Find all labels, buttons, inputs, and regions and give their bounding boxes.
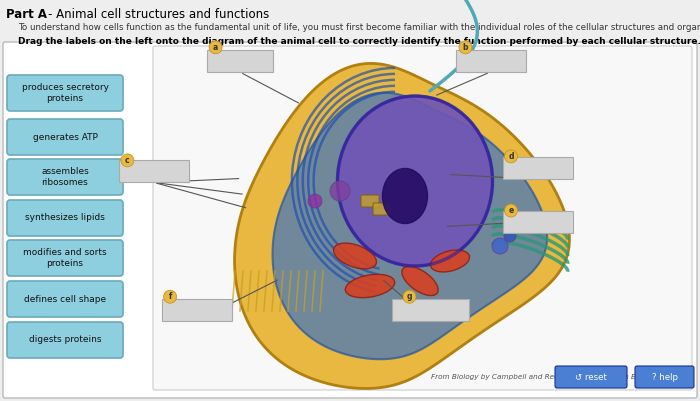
Ellipse shape [382, 168, 428, 223]
Ellipse shape [430, 250, 470, 272]
Text: d: d [508, 152, 514, 161]
Text: From Biology by Campbell and Reece © 2008 Pearson Education, Inc.: From Biology by Campbell and Reece © 200… [431, 373, 685, 380]
Text: synthesizes lipids: synthesizes lipids [25, 213, 105, 223]
FancyBboxPatch shape [635, 366, 694, 388]
Ellipse shape [333, 243, 377, 269]
Text: g: g [407, 292, 412, 301]
Text: To understand how cells function as the fundamental unit of life, you must first: To understand how cells function as the … [18, 23, 700, 32]
Ellipse shape [121, 154, 134, 167]
Text: modifies and sorts
proteins: modifies and sorts proteins [23, 248, 107, 268]
Ellipse shape [308, 194, 322, 208]
Text: produces secretory
proteins: produces secretory proteins [22, 83, 108, 103]
Ellipse shape [402, 266, 438, 296]
FancyBboxPatch shape [392, 299, 469, 321]
Ellipse shape [504, 230, 516, 242]
FancyBboxPatch shape [555, 366, 627, 388]
Ellipse shape [345, 274, 395, 298]
FancyBboxPatch shape [7, 75, 123, 111]
Text: e: e [508, 206, 514, 215]
Ellipse shape [505, 150, 517, 163]
Text: Drag the labels on the left onto the diagram of the animal cell to correctly ide: Drag the labels on the left onto the dia… [18, 37, 700, 46]
Ellipse shape [459, 41, 472, 54]
Text: ↺ reset: ↺ reset [575, 373, 607, 381]
FancyBboxPatch shape [503, 211, 573, 233]
FancyBboxPatch shape [373, 203, 391, 215]
FancyBboxPatch shape [361, 195, 379, 207]
FancyBboxPatch shape [7, 281, 123, 317]
FancyBboxPatch shape [3, 42, 697, 398]
FancyBboxPatch shape [456, 50, 526, 72]
FancyBboxPatch shape [119, 160, 189, 182]
Polygon shape [234, 63, 569, 389]
Text: b: b [463, 43, 468, 52]
FancyBboxPatch shape [7, 200, 123, 236]
Ellipse shape [337, 96, 493, 266]
FancyBboxPatch shape [7, 159, 123, 195]
Text: a: a [213, 43, 218, 52]
Text: Part A: Part A [6, 8, 47, 21]
Ellipse shape [209, 41, 222, 54]
FancyBboxPatch shape [206, 50, 273, 72]
Polygon shape [272, 93, 547, 359]
FancyBboxPatch shape [162, 299, 232, 321]
Ellipse shape [505, 204, 517, 217]
Text: defines cell shape: defines cell shape [24, 294, 106, 304]
Ellipse shape [330, 181, 350, 201]
FancyBboxPatch shape [7, 240, 123, 276]
FancyBboxPatch shape [7, 119, 123, 155]
Text: digests proteins: digests proteins [29, 336, 101, 344]
Text: ? help: ? help [652, 373, 678, 381]
Text: - Animal cell structures and functions: - Animal cell structures and functions [48, 8, 270, 21]
Text: f: f [169, 292, 172, 301]
Ellipse shape [492, 238, 508, 254]
Text: assembles
ribosomes: assembles ribosomes [41, 167, 89, 187]
Text: generates ATP: generates ATP [33, 132, 97, 142]
Ellipse shape [403, 290, 416, 303]
FancyBboxPatch shape [153, 46, 692, 390]
FancyBboxPatch shape [7, 322, 123, 358]
Ellipse shape [164, 290, 176, 303]
FancyBboxPatch shape [503, 157, 573, 179]
Text: c: c [125, 156, 130, 165]
